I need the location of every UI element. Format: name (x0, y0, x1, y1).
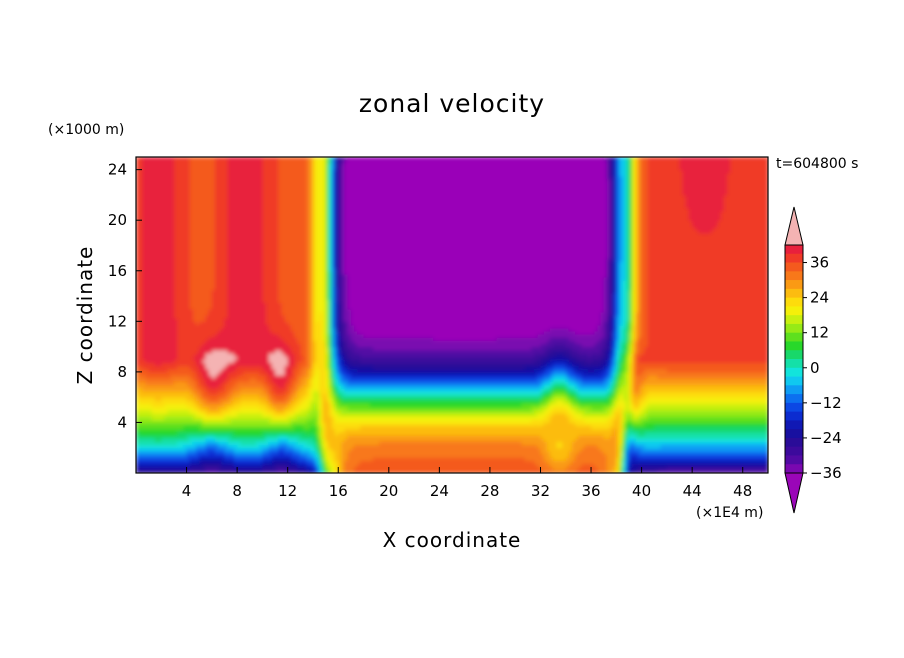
chart-title: zonal velocity (359, 89, 545, 118)
y-unit-label: (×1000 m) (48, 122, 124, 138)
x-tick-label: 8 (232, 482, 242, 500)
colorbar-band (785, 394, 803, 403)
colorbar-band (785, 447, 803, 456)
velocity-field (136, 157, 769, 474)
y-tick-label: 12 (108, 312, 127, 330)
colorbar-band (785, 254, 803, 263)
x-tick-label: 32 (531, 482, 550, 500)
x-axis-label: X coordinate (383, 528, 522, 552)
x-unit-label: (×1E4 m) (696, 505, 763, 521)
colorbar-band (785, 289, 803, 298)
colorbar-band (785, 438, 803, 447)
x-tick-label: 36 (581, 482, 600, 500)
colorbar: 36 24 12 0 −12 −24 −36 (785, 207, 842, 513)
x-tick-label: 16 (329, 482, 348, 500)
colorbar-band (785, 403, 803, 412)
colorbar-band (785, 420, 803, 429)
colorbar-band (785, 429, 803, 438)
y-tick-label: 8 (117, 363, 127, 381)
x-tick-label: 28 (480, 482, 499, 500)
colorbar-band (785, 271, 803, 280)
colorbar-band (785, 455, 803, 464)
colorbar-band (785, 385, 803, 394)
colorbar-label: 12 (810, 324, 829, 342)
y-axis-label: Z coordinate (73, 246, 97, 385)
colorbar-label: 24 (810, 289, 829, 307)
x-tick-label: 48 (733, 482, 752, 500)
colorbar-min-arrow (785, 473, 803, 513)
colorbar-label: 36 (810, 254, 829, 272)
colorbar-label: −36 (810, 464, 842, 482)
colorbar-band (785, 341, 803, 350)
colorbar-label: −12 (810, 394, 842, 412)
y-tick-label: 16 (108, 262, 127, 280)
colorbar-max-arrow (785, 207, 803, 245)
y-tick-label: 4 (117, 413, 127, 431)
colorbar-label: 0 (810, 359, 820, 377)
x-tick-label: 12 (278, 482, 297, 500)
colorbar-band (785, 412, 803, 421)
colorbar-band (785, 377, 803, 386)
colorbar-band (785, 464, 803, 473)
x-tick-label: 40 (632, 482, 651, 500)
colorbar-band (785, 359, 803, 368)
x-tick-label: 24 (430, 482, 449, 500)
y-tick-label: 20 (108, 211, 127, 229)
colorbar-band (785, 315, 803, 324)
colorbar-band (785, 324, 803, 333)
colorbar-band (785, 350, 803, 359)
colorbar-band (785, 368, 803, 377)
x-tick-label: 4 (182, 482, 192, 500)
y-tick-label: 24 (108, 161, 127, 179)
colorbar-band (785, 245, 803, 254)
x-tick-label: 20 (379, 482, 398, 500)
time-label: t=604800 s (776, 156, 858, 172)
colorbar-label: −24 (810, 429, 842, 447)
colorbar-band (785, 333, 803, 342)
colorbar-band (785, 306, 803, 315)
colorbar-band (785, 280, 803, 289)
colorbar-band (785, 298, 803, 307)
x-tick-label: 44 (683, 482, 702, 500)
colorbar-band (785, 263, 803, 272)
